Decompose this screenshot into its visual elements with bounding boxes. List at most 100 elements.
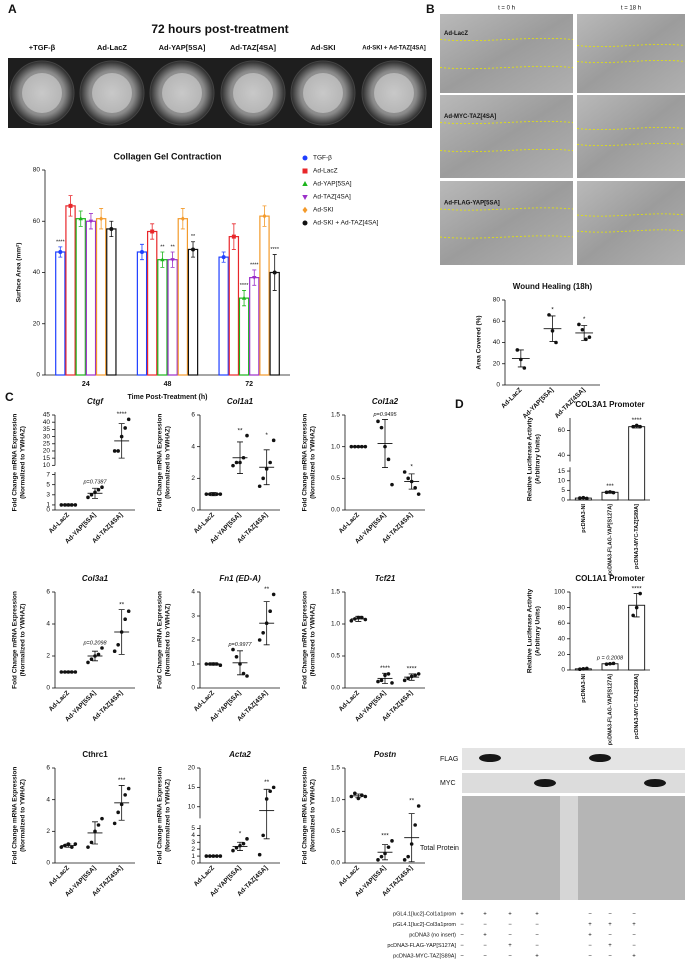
legend-label: Ad-LacZ bbox=[313, 168, 338, 175]
bar bbox=[259, 215, 270, 376]
y-tick-label: 0 bbox=[561, 667, 565, 674]
y-axis-label: (Normalized to YWHAZ) bbox=[310, 426, 317, 499]
wound-image bbox=[577, 14, 685, 93]
significance: p=0.9495 bbox=[372, 412, 397, 418]
data-point bbox=[356, 444, 361, 449]
legend-marker bbox=[302, 168, 308, 174]
y-tick-label: 1 bbox=[46, 502, 50, 509]
y-tick-label: 80 bbox=[493, 297, 501, 304]
y-tick-label: 0 bbox=[561, 497, 565, 504]
error-bar bbox=[408, 813, 415, 863]
mean-marker bbox=[160, 257, 165, 262]
data-point bbox=[257, 852, 262, 857]
data-point bbox=[356, 615, 361, 620]
data-point bbox=[604, 490, 609, 495]
y-tick-label: 0 bbox=[36, 372, 40, 379]
data-point bbox=[245, 433, 249, 438]
significance: *** bbox=[118, 777, 126, 784]
panel-letter: C bbox=[5, 390, 14, 404]
data-point bbox=[578, 496, 582, 500]
data-point bbox=[100, 646, 104, 650]
bar bbox=[218, 256, 229, 376]
y-axis-label: Fold Change mRNA Expression bbox=[302, 591, 309, 689]
y-axis-label: Fold Change mRNA Expression bbox=[157, 767, 164, 865]
x-tick-label: 72 bbox=[245, 381, 253, 388]
table-cell: − bbox=[608, 954, 612, 960]
data-point bbox=[386, 672, 391, 676]
data-point bbox=[584, 337, 588, 342]
y-tick-label: 4 bbox=[191, 589, 195, 596]
data-point bbox=[360, 444, 364, 449]
data-point bbox=[409, 842, 414, 846]
data-point bbox=[70, 503, 74, 507]
data-point bbox=[406, 676, 410, 681]
data-point bbox=[349, 794, 354, 799]
x-tick-label: Ad-LacZ bbox=[338, 690, 361, 713]
data-point bbox=[211, 662, 216, 666]
y-tick-label: 0 bbox=[191, 507, 195, 514]
data-point bbox=[116, 643, 120, 647]
blot-band bbox=[479, 754, 501, 762]
table-cell: − bbox=[608, 933, 612, 939]
y-axis-label: Fold Change mRNA Expression bbox=[302, 767, 309, 865]
data-point bbox=[363, 444, 368, 449]
bar bbox=[157, 259, 168, 376]
data-point bbox=[271, 438, 276, 443]
y-tick-label: 1.0 bbox=[331, 621, 340, 628]
x-tick-label: pcDNA3-FLAG-YAP[S127A] bbox=[607, 674, 613, 745]
data-point bbox=[379, 854, 384, 859]
y-tick-label: 60 bbox=[558, 620, 566, 627]
photo-title: 72 hours post-treatment bbox=[151, 22, 288, 36]
data-point bbox=[402, 678, 407, 683]
y-tick-label: 6 bbox=[46, 589, 50, 596]
bar bbox=[146, 230, 158, 376]
data-point bbox=[208, 492, 212, 496]
y-axis-label: (Normalized to YWHAZ) bbox=[20, 604, 27, 677]
data-point bbox=[86, 660, 90, 665]
data-point bbox=[577, 322, 581, 327]
data-point bbox=[93, 654, 97, 658]
chart-title: Col3a1 bbox=[82, 574, 109, 583]
data-point bbox=[96, 487, 101, 492]
data-point bbox=[406, 476, 410, 481]
data-point bbox=[231, 647, 235, 652]
y-tick-label: 100 bbox=[554, 589, 565, 596]
data-point bbox=[112, 821, 117, 826]
y-tick-label: 5 bbox=[46, 481, 50, 488]
y-tick-label: 45 bbox=[43, 412, 51, 419]
table-row-label: pcDNA3-MYC-TAZ[S89A] bbox=[393, 953, 456, 959]
data-point bbox=[234, 846, 239, 850]
significance: **** bbox=[380, 665, 391, 672]
significance: **** bbox=[56, 239, 65, 245]
data-point bbox=[112, 649, 117, 653]
y-tick-label: 40 bbox=[558, 636, 566, 643]
significance: **** bbox=[632, 585, 643, 592]
y-tick-label: 3 bbox=[191, 839, 195, 846]
wound-image bbox=[577, 95, 685, 178]
y-tick-label: 2 bbox=[191, 637, 195, 644]
error-bar bbox=[237, 441, 243, 474]
mean-marker bbox=[170, 258, 175, 263]
data-point bbox=[93, 829, 97, 834]
data-point bbox=[638, 591, 642, 596]
mean-marker bbox=[58, 250, 63, 254]
data-point bbox=[211, 492, 216, 496]
y-axis-label: (Normalized to YWHAZ) bbox=[165, 604, 172, 677]
data-point bbox=[581, 495, 586, 500]
y-tick-label: 7 bbox=[46, 471, 50, 478]
data-point bbox=[116, 449, 120, 453]
data-point bbox=[376, 679, 380, 684]
data-point bbox=[631, 424, 635, 429]
gel bbox=[162, 73, 202, 113]
data-point bbox=[231, 463, 235, 468]
x-tick-label: pcDNA3-NI bbox=[581, 504, 587, 533]
data-point bbox=[112, 449, 117, 453]
blot-label: MYC bbox=[440, 780, 456, 787]
data-point bbox=[634, 423, 639, 428]
y-tick-label: 0.0 bbox=[331, 860, 340, 867]
wound-edge bbox=[576, 142, 685, 147]
data-point bbox=[383, 673, 387, 677]
panel-letter: A bbox=[8, 2, 17, 16]
data-point bbox=[241, 455, 246, 460]
